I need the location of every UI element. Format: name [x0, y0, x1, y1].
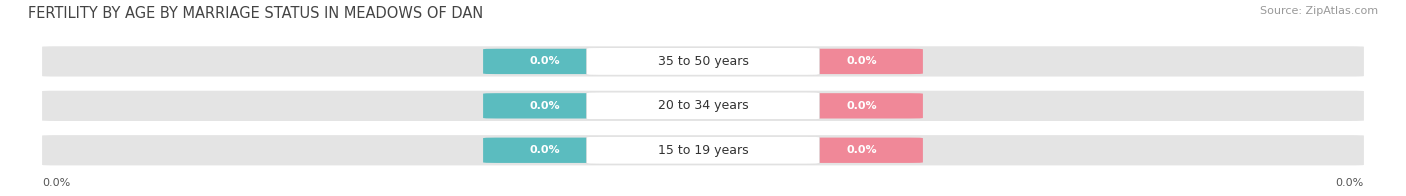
Text: FERTILITY BY AGE BY MARRIAGE STATUS IN MEADOWS OF DAN: FERTILITY BY AGE BY MARRIAGE STATUS IN M…	[28, 6, 484, 21]
FancyBboxPatch shape	[484, 138, 606, 163]
Text: 35 to 50 years: 35 to 50 years	[658, 55, 748, 68]
Text: Source: ZipAtlas.com: Source: ZipAtlas.com	[1260, 6, 1378, 16]
Text: 0.0%: 0.0%	[529, 145, 560, 155]
Text: 0.0%: 0.0%	[529, 101, 560, 111]
FancyBboxPatch shape	[41, 134, 1365, 167]
Text: 15 to 19 years: 15 to 19 years	[658, 144, 748, 157]
Text: 0.0%: 0.0%	[846, 56, 877, 66]
FancyBboxPatch shape	[800, 138, 922, 163]
FancyBboxPatch shape	[484, 49, 606, 74]
FancyBboxPatch shape	[484, 93, 606, 119]
FancyBboxPatch shape	[41, 89, 1365, 122]
Text: 0.0%: 0.0%	[529, 56, 560, 66]
FancyBboxPatch shape	[586, 136, 820, 164]
FancyBboxPatch shape	[800, 49, 922, 74]
Text: 20 to 34 years: 20 to 34 years	[658, 99, 748, 112]
FancyBboxPatch shape	[800, 93, 922, 119]
Text: 0.0%: 0.0%	[846, 145, 877, 155]
FancyBboxPatch shape	[586, 48, 820, 75]
FancyBboxPatch shape	[41, 45, 1365, 78]
Text: 0.0%: 0.0%	[846, 101, 877, 111]
FancyBboxPatch shape	[586, 92, 820, 120]
